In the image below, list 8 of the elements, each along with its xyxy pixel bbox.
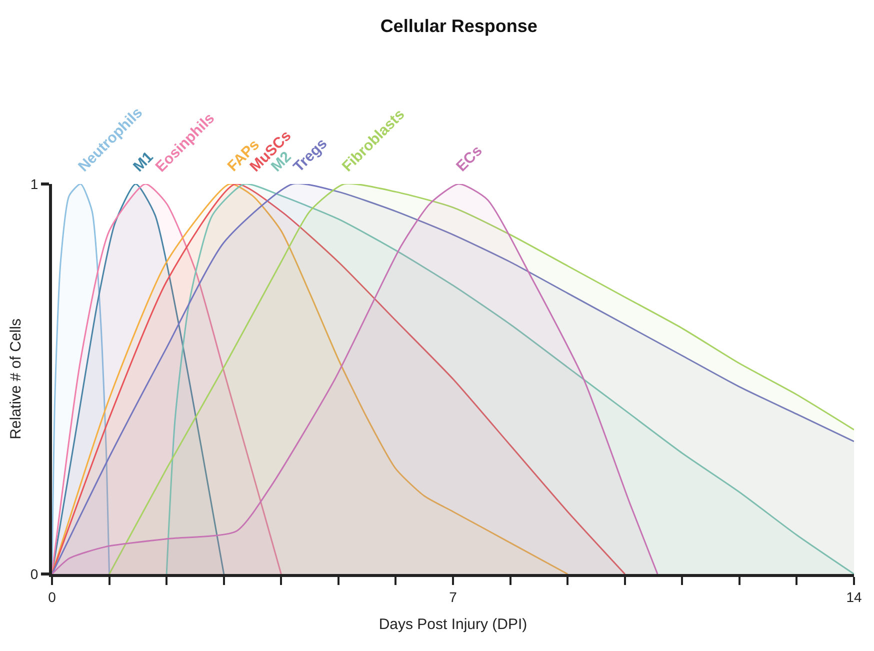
text: ECs [453,142,486,176]
x-tick-label: 7 [449,588,458,605]
y-tick-label: 1 [30,176,38,192]
x-axis-title: Days Post Injury (DPI) [378,616,528,633]
chart-title: Cellular Response [380,16,538,36]
x-tick-label: 14 [846,588,862,605]
y-axis-title: Relative # of Cells [8,318,25,440]
x-tick-label: 0 [48,588,56,605]
